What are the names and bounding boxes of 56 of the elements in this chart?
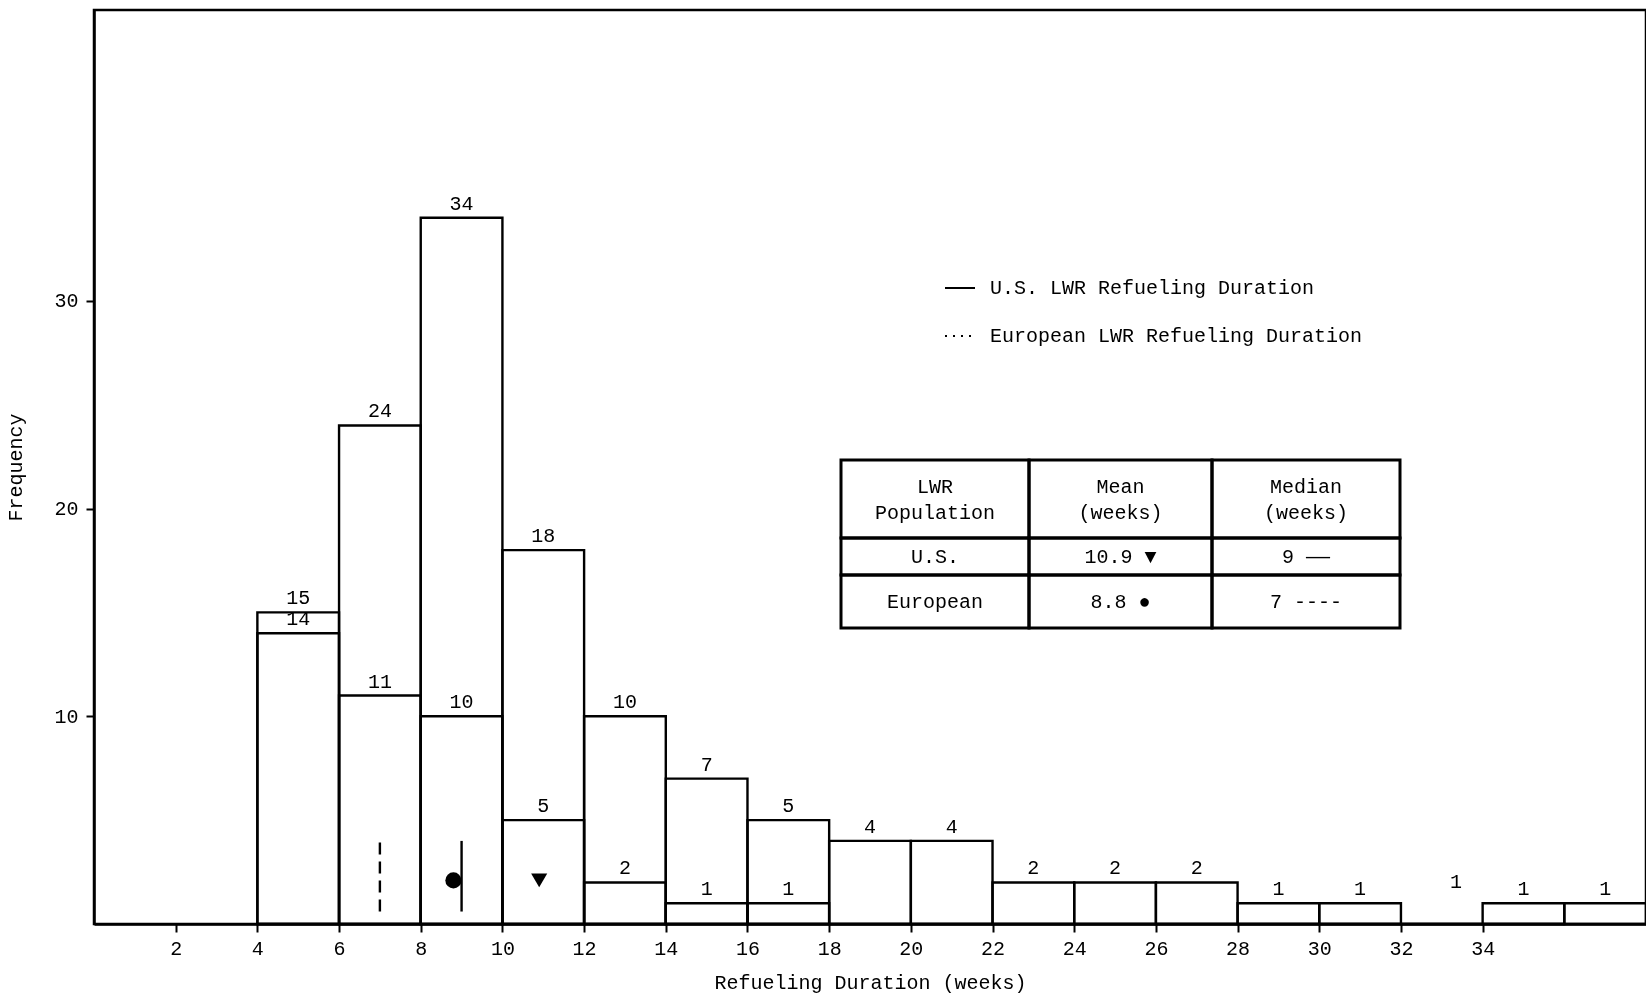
- x-tick-label: 2: [170, 937, 183, 961]
- x-tick-label: 4: [251, 937, 264, 961]
- data-label: 18: [531, 525, 556, 549]
- data-label: 4: [863, 815, 877, 839]
- x-tick-label: 34: [1471, 937, 1496, 961]
- x-tick-label: 30: [1307, 937, 1332, 961]
- x-tick-label: 26: [1144, 937, 1169, 961]
- y-tick-label: 30: [54, 290, 79, 314]
- x-tick-label: 16: [735, 937, 760, 961]
- x-tick-label: 10: [490, 937, 515, 961]
- x-tick-label: 18: [817, 937, 842, 961]
- data-label: 10: [612, 691, 637, 715]
- data-label: 1: [1354, 878, 1367, 902]
- annotation: U.S.: [910, 545, 960, 569]
- data-label: 11: [367, 670, 392, 694]
- data-label: 1: [782, 878, 795, 902]
- data-label: 34: [449, 192, 474, 216]
- annotation: 7 ----: [1269, 590, 1343, 614]
- annotation: 1: [1449, 871, 1463, 894]
- annotation: 10.9 ▼: [1084, 545, 1157, 569]
- y-tick-label: 10: [54, 705, 79, 729]
- data-label: 1: [700, 878, 713, 902]
- x-tick-label: 32: [1389, 937, 1414, 961]
- annotation: 8.8 ●: [1090, 590, 1151, 614]
- data-label: 1: [1517, 878, 1530, 902]
- x-axis-title: Refueling Duration (weeks): [714, 971, 1027, 995]
- data-label: 2: [1109, 857, 1122, 881]
- x-tick-label: 12: [572, 937, 597, 961]
- x-tick-label: 24: [1062, 937, 1087, 961]
- data-label: 24: [367, 400, 392, 424]
- annotation: European: [886, 590, 984, 614]
- annotation: LWR Population: [874, 476, 996, 525]
- legend-label: U.S. LWR Refueling Duration: [990, 277, 1315, 300]
- data-label: 2: [618, 857, 631, 881]
- x-tick-label: 6: [333, 937, 346, 961]
- data-label: 4: [945, 815, 958, 839]
- data-label: 15: [286, 587, 311, 611]
- data-label: 1: [1272, 878, 1285, 902]
- x-tick-label: 14: [654, 937, 679, 961]
- data-label: 2: [1027, 857, 1040, 881]
- x-tick-label: 8: [415, 937, 428, 961]
- y-tick-label: 20: [54, 498, 79, 522]
- data-label: 7: [700, 753, 713, 777]
- y-axis-title: Frequency: [5, 413, 29, 522]
- annotation: Median (weeks): [1263, 476, 1349, 525]
- x-tick-label: 22: [981, 937, 1006, 961]
- data-label: 5: [782, 795, 795, 819]
- x-tick-label: 20: [899, 937, 924, 961]
- data-label: 10: [449, 691, 474, 715]
- annotation: 9 ——: [1281, 545, 1331, 569]
- data-label: 5: [537, 795, 550, 819]
- data-label: 2: [1190, 857, 1203, 881]
- data-label: 1: [1599, 878, 1612, 902]
- legend-label: European LWR Refueling Duration: [990, 325, 1363, 348]
- annotation: Mean (weeks): [1078, 476, 1163, 525]
- x-tick-label: 28: [1226, 937, 1251, 961]
